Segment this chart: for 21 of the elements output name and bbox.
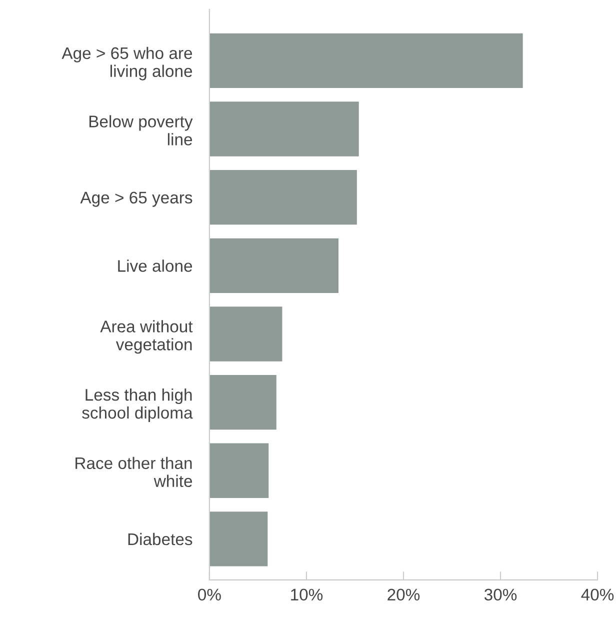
bar xyxy=(209,238,338,293)
y-tick-label: Less than high school diploma xyxy=(82,388,193,422)
bar xyxy=(209,170,357,225)
y-tick-label: Age > 65 who are living alone xyxy=(62,46,192,80)
y-tick-label: Race other than white xyxy=(76,456,192,488)
bar xyxy=(209,306,282,362)
y-tick-label: Area without vegetation xyxy=(100,320,193,354)
bar xyxy=(209,33,523,88)
x-tick-label: 30% xyxy=(484,588,517,601)
y-tick-label: Below poverty line xyxy=(89,115,193,146)
bar xyxy=(209,512,268,566)
x-tick-label: 20% xyxy=(388,588,420,601)
x-tick-label: 0% xyxy=(198,588,221,601)
y-tick-label: Live alone xyxy=(118,260,192,272)
y-tick-label: Age > 65 years xyxy=(80,192,192,207)
bar xyxy=(209,374,276,430)
bar xyxy=(209,102,359,156)
x-tick-label: 10% xyxy=(291,588,323,601)
x-tick-label: 40% xyxy=(581,588,614,601)
y-tick-label: Diabetes xyxy=(128,532,192,546)
bar xyxy=(209,443,269,498)
